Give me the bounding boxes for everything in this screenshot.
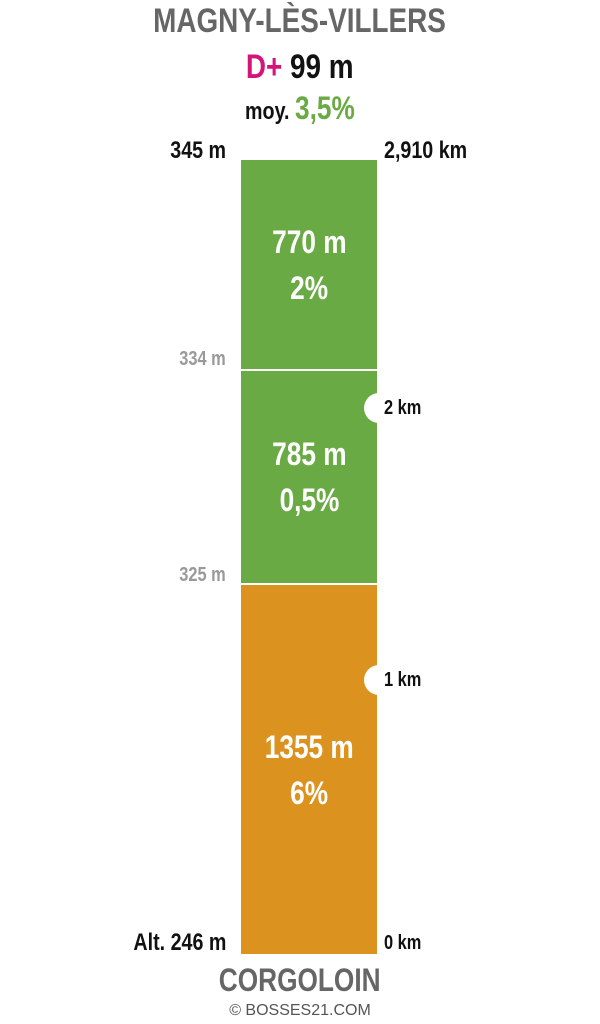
start-name: CORGOLOIN [219, 962, 381, 998]
average-gradient: moy. 3,5% [0, 90, 600, 127]
altitude-top-label: 345 m [170, 137, 226, 164]
altitude-bottom-label: Alt. 246 m [133, 929, 226, 956]
segment-2: 785 m 0,5% [241, 371, 377, 583]
km-1-marker [364, 665, 394, 695]
elevation-gain-value: 99 m [290, 48, 354, 86]
average-gradient-value: 3,5% [295, 90, 355, 126]
elevation-gain-label: D+ [246, 48, 283, 86]
distance-1km-label: 1 km [384, 669, 422, 691]
profile-column: 770 m 2% 785 m 0,5% 1355 m 6% [241, 160, 377, 954]
segment-3-length: 1355 m [264, 728, 354, 765]
segment-3: 1355 m 6% [241, 585, 377, 954]
altitude-mid2-label: 325 m [179, 564, 226, 586]
average-gradient-label: moy. [245, 98, 290, 125]
segment-2-gradient: 0,5% [279, 482, 339, 518]
km-2-marker [364, 393, 394, 423]
elevation-gain: D+ 99 m [0, 48, 600, 87]
summit-name: MAGNY-LÈS-VILLERS [153, 2, 447, 40]
copyright: © BOSSES21.COM [229, 1002, 371, 1019]
segment-3-gradient: 6% [290, 774, 328, 811]
segment-1-gradient: 2% [290, 269, 328, 306]
distance-start-label: 0 km [384, 932, 422, 954]
distance-total-label: 2,910 km [384, 137, 468, 164]
distance-2km-label: 2 km [384, 397, 422, 419]
segment-2-length: 785 m [271, 436, 347, 472]
segment-1: 770 m 2% [241, 160, 377, 369]
segment-1-length: 770 m [271, 223, 347, 260]
altitude-mid1-label: 334 m [179, 348, 226, 370]
